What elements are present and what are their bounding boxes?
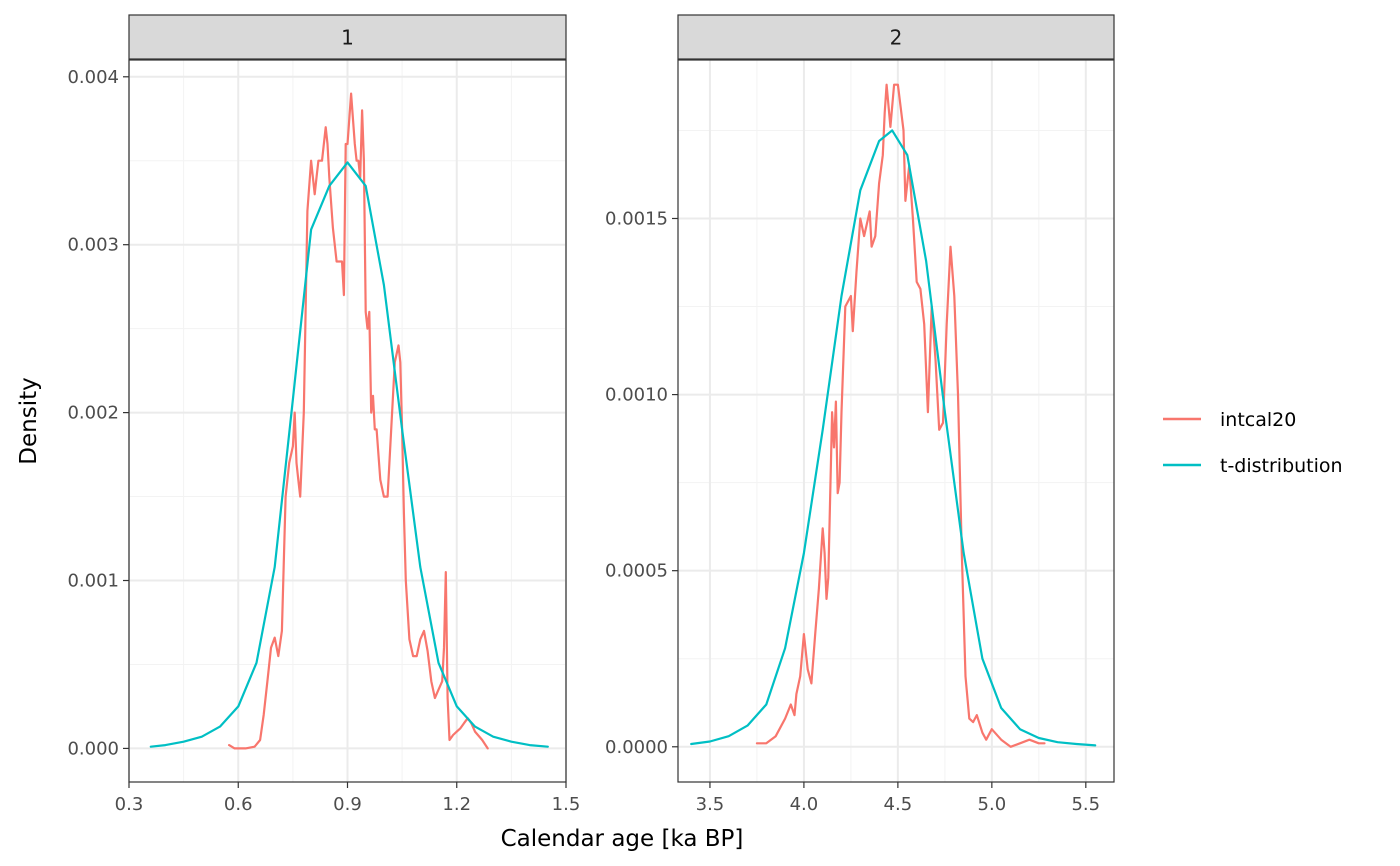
series-line-t-distribution (149, 161, 549, 748)
y-tick-label: 0.000 (67, 738, 119, 759)
y-tick-label: 0.003 (67, 235, 119, 256)
panel-2: 2 3.5 4.0 4.5 5.0 5.5 0.0000 0.0005 0.0010 0.0015 (605, 14, 1115, 815)
facet-strip (128, 14, 567, 60)
series-line-intcal20 (755, 83, 1046, 748)
legend-item-intcal20: intcal20 (1163, 409, 1296, 431)
legend-label: intcal20 (1220, 409, 1296, 431)
legend: intcal20 t-distribution (1163, 409, 1343, 477)
x-tick-label: 5.5 (1071, 794, 1100, 815)
y-axis-title: Density (16, 377, 42, 464)
x-tick-label: 3.5 (696, 794, 725, 815)
y-tick-label: 0.002 (67, 403, 119, 424)
facet-strip (677, 14, 1115, 60)
y-tick-label: 0.0015 (605, 208, 668, 229)
y-tick-label: 0.004 (67, 67, 119, 88)
x-axis-title: Calendar age [ka BP] (501, 826, 744, 852)
x-tick-label: 1.5 (552, 794, 581, 815)
facet-strip-label: 2 (890, 26, 903, 50)
x-tick-label: 5.0 (978, 794, 1007, 815)
x-tick-label: 0.9 (333, 794, 362, 815)
x-tick-label: 4.0 (790, 794, 819, 815)
y-tick-label: 0.0005 (605, 561, 668, 582)
panels: 1 0.3 0.6 0.9 1.2 1.5 0.000 0.001 0.002 0.003 0.00… (67, 14, 1115, 815)
y-tick-label: 0.001 (67, 571, 119, 592)
x-tick-label: 0.3 (115, 794, 144, 815)
x-tick-label: 4.5 (884, 794, 913, 815)
panel-border (677, 59, 1115, 783)
x-tick-label: 0.6 (224, 794, 253, 815)
panel-1: 1 0.3 0.6 0.9 1.2 1.5 0.000 0.001 0.002 0.003 0.00… (67, 14, 581, 815)
legend-item-t-distribution: t-distribution (1163, 455, 1343, 477)
series-line-intcal20 (228, 92, 489, 750)
facet-strip-label: 1 (341, 26, 354, 50)
y-tick-label: 0.0000 (605, 737, 668, 758)
series-line-t-distribution (690, 129, 1097, 747)
panel-background (678, 60, 1114, 782)
legend-label: t-distribution (1220, 455, 1343, 477)
y-tick-label: 0.0010 (605, 385, 668, 406)
x-tick-label: 1.2 (442, 794, 471, 815)
